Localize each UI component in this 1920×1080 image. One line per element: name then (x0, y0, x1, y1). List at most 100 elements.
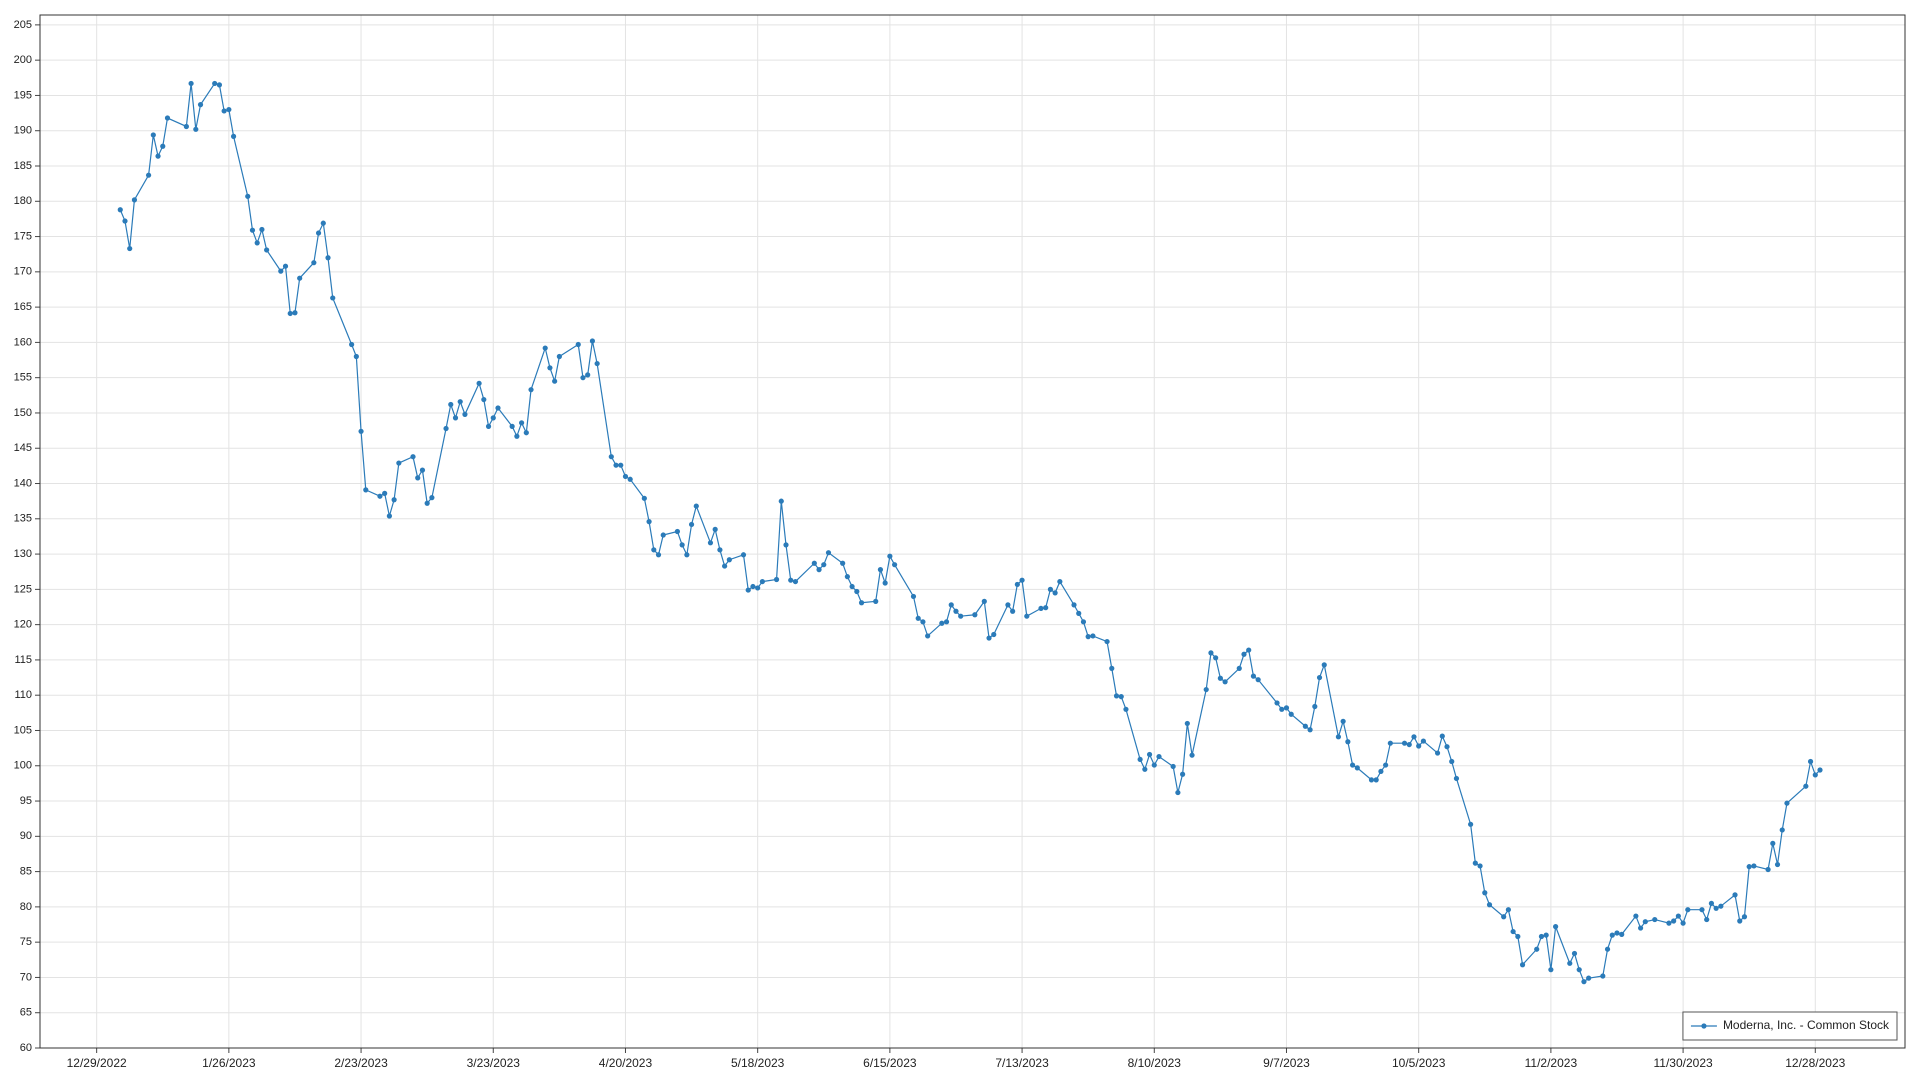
data-point (1543, 932, 1549, 938)
data-point (320, 220, 326, 226)
data-point (1109, 665, 1115, 671)
data-point (452, 415, 459, 421)
data-point (1784, 800, 1790, 806)
data-point (948, 602, 954, 608)
data-point (212, 80, 218, 87)
data-point (264, 247, 270, 253)
y-tick-label: 185 (14, 160, 32, 172)
data-point (722, 563, 728, 569)
data-point (953, 608, 959, 614)
data-point (589, 338, 596, 344)
data-point (1401, 740, 1408, 746)
data-point (1038, 605, 1044, 612)
data-point (1241, 651, 1247, 657)
data-point (457, 399, 463, 405)
data-point (1737, 918, 1743, 924)
data-point (1340, 718, 1346, 724)
data-point (1321, 662, 1327, 668)
data-point (518, 420, 525, 426)
data-point (1113, 693, 1120, 699)
data-point (740, 552, 747, 558)
y-tick-label: 95 (20, 795, 32, 807)
data-point (278, 268, 284, 274)
y-tick-label: 205 (14, 19, 32, 31)
data-point (646, 519, 652, 525)
data-point (226, 106, 232, 113)
data-point (1548, 967, 1554, 973)
data-point (1184, 720, 1190, 727)
data-point (1203, 686, 1209, 693)
data-point (1453, 775, 1460, 782)
x-tick-label: 6/15/2023 (863, 1056, 917, 1070)
data-point (849, 583, 855, 590)
data-point (745, 587, 751, 593)
data-point (523, 430, 529, 436)
data-point (1704, 916, 1710, 923)
data-point (1685, 907, 1691, 913)
y-tick-label: 150 (14, 407, 32, 419)
data-point (750, 583, 756, 590)
data-point (759, 578, 765, 585)
data-point (910, 593, 917, 600)
data-point (363, 487, 369, 493)
x-tick-label: 9/7/2023 (1263, 1056, 1310, 1070)
data-point (164, 115, 171, 121)
data-point (1274, 700, 1280, 706)
data-point (811, 560, 817, 566)
data-point (1671, 918, 1677, 924)
data-point (1312, 703, 1318, 710)
data-point (419, 467, 426, 473)
y-tick-label: 155 (14, 372, 32, 384)
data-point (1732, 892, 1738, 898)
data-point (1708, 900, 1715, 906)
y-tick-label: 65 (20, 1007, 32, 1019)
data-point (580, 375, 586, 381)
data-point (1383, 762, 1389, 768)
data-point (1010, 608, 1016, 614)
data-point (1170, 763, 1176, 770)
data-point (773, 576, 780, 583)
data-point (1434, 750, 1441, 756)
data-point (514, 433, 520, 439)
data-point (122, 218, 128, 224)
data-point (485, 423, 492, 429)
data-point (788, 577, 794, 583)
data-point (315, 230, 322, 236)
data-point (127, 245, 133, 252)
x-tick-label: 5/18/2023 (731, 1056, 785, 1070)
data-point (1510, 928, 1516, 935)
data-point (717, 547, 723, 553)
data-point (1354, 765, 1360, 771)
data-point (991, 631, 997, 638)
data-point (155, 153, 161, 159)
y-tick-label: 85 (20, 866, 32, 878)
data-point (1519, 962, 1526, 968)
data-point (1378, 768, 1384, 775)
data-point (688, 521, 695, 528)
data-point (150, 132, 156, 138)
y-tick-label: 60 (20, 1042, 32, 1054)
data-point (1137, 756, 1143, 763)
data-point (1411, 734, 1417, 740)
x-tick-label: 3/23/2023 (467, 1056, 521, 1070)
data-point (1779, 827, 1785, 833)
y-tick-label: 75 (20, 936, 32, 948)
data-point (1515, 933, 1521, 940)
data-point (1505, 907, 1511, 913)
y-tick-label: 105 (14, 724, 32, 736)
data-point (1416, 743, 1422, 749)
data-point (1345, 739, 1351, 745)
data-point (1751, 863, 1757, 869)
data-point (1146, 751, 1153, 758)
data-point (382, 490, 388, 496)
data-point (1316, 674, 1323, 681)
data-point (353, 353, 359, 360)
data-point (1534, 946, 1540, 952)
data-point (443, 425, 449, 432)
data-point (1482, 890, 1488, 896)
data-point (1553, 924, 1559, 930)
data-point (254, 240, 260, 246)
data-point (396, 460, 402, 466)
y-tick-label: 180 (14, 195, 32, 207)
data-point (1151, 762, 1157, 768)
